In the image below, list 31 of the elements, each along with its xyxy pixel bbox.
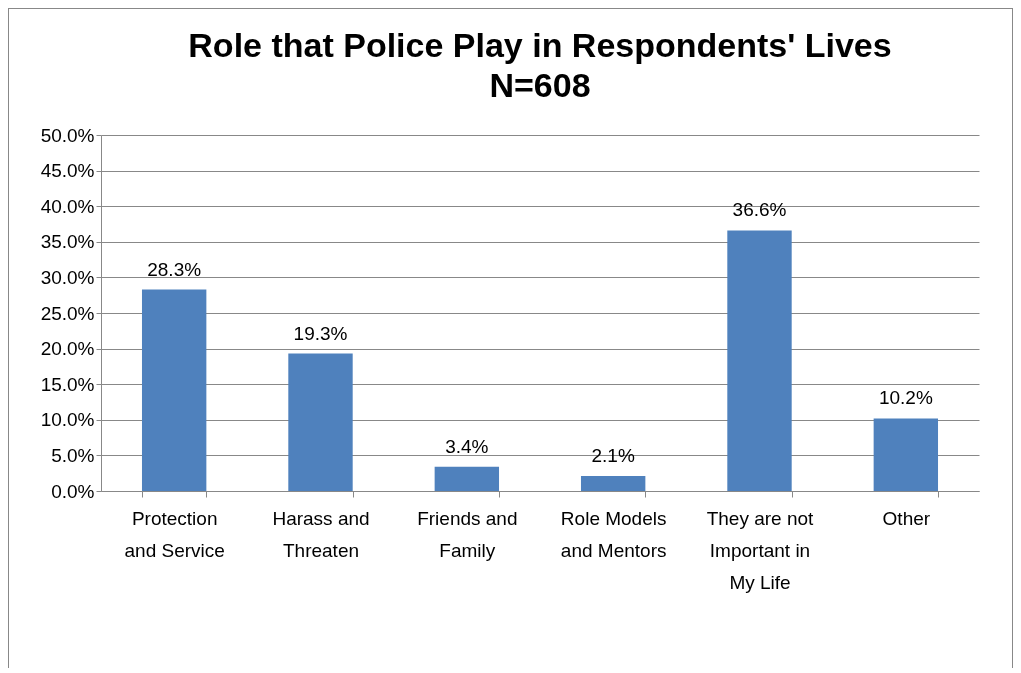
- y-tick-label: 5.0%: [51, 444, 95, 466]
- y-tick-label: 15.0%: [40, 373, 95, 395]
- chart-title: Role that Police Play in Respondents' Lives: [188, 26, 892, 64]
- y-tick-label: 30.0%: [40, 266, 95, 288]
- y-tick-label: 0.0%: [51, 480, 95, 502]
- data-label: 28.3%: [147, 258, 202, 280]
- data-label: 3.4%: [445, 435, 489, 457]
- x-tick-label: Harass and Threaten: [272, 507, 370, 561]
- bar: [288, 353, 353, 491]
- y-tick-label: 40.0%: [40, 195, 95, 217]
- bar: [580, 476, 646, 491]
- bar: [434, 466, 500, 491]
- bar: [873, 418, 939, 491]
- bar: [141, 289, 207, 491]
- x-tick-label: Friends and Family: [417, 507, 518, 561]
- data-label: 10.2%: [878, 387, 933, 409]
- data-label: 36.6%: [732, 199, 787, 221]
- chart-subtitle: N=608: [489, 66, 591, 104]
- y-tick-label: 35.0%: [40, 231, 95, 253]
- x-tick-label: Role Models and Mentors: [560, 507, 667, 561]
- x-tick-label: They are not Important in My Life: [706, 507, 815, 593]
- y-tick-label: 25.0%: [40, 302, 95, 324]
- y-tick-label: 50.0%: [40, 124, 95, 146]
- y-tick-label: 20.0%: [40, 338, 95, 360]
- bar: [727, 230, 792, 491]
- y-tick-label: 10.0%: [40, 409, 95, 431]
- data-label: 2.1%: [591, 445, 635, 467]
- x-tick-label: Other: [882, 507, 931, 529]
- x-tick-label: Protection and Service: [124, 507, 225, 561]
- y-tick-label: 45.0%: [40, 160, 95, 182]
- data-label: 19.3%: [293, 322, 348, 344]
